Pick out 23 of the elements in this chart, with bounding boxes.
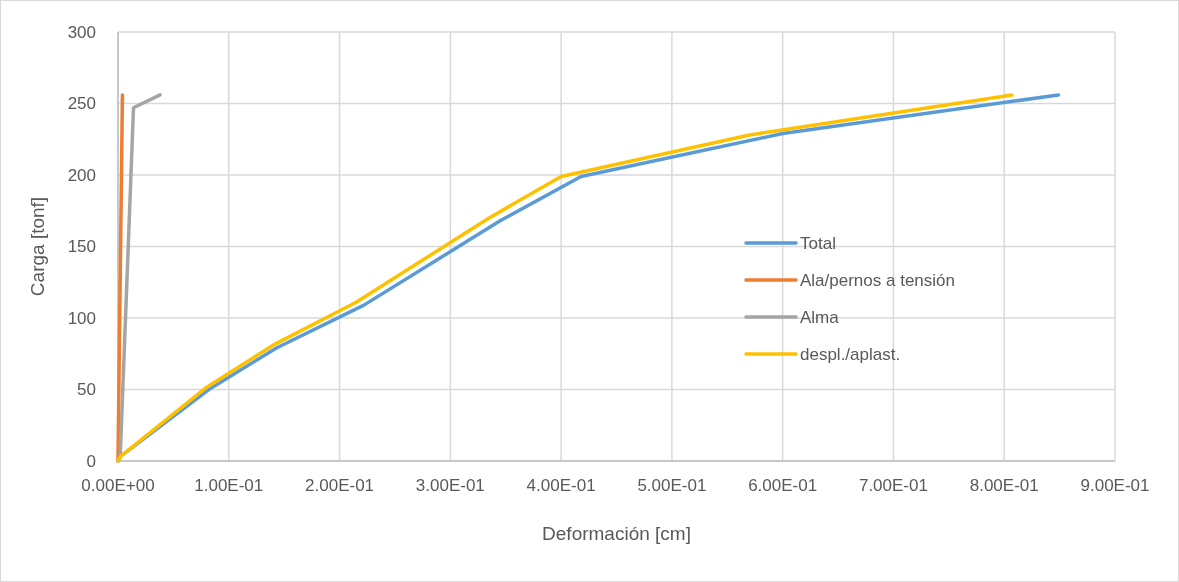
y-tick-label: 0 (86, 451, 96, 471)
y-tick-label: 200 (67, 165, 96, 185)
x-tick-label: 7.00E-01 (858, 476, 928, 495)
legend-label: despl./aplast. (800, 344, 901, 364)
x-tick-label: 9.00E-01 (1080, 476, 1150, 495)
x-tick-label: 2.00E-01 (305, 476, 375, 495)
legend-label: Alma (800, 307, 840, 327)
x-tick-label: 3.00E-01 (415, 476, 485, 495)
y-axis-title: Carga [tonf] (27, 196, 48, 297)
y-tick-label: 300 (67, 22, 96, 42)
y-tick-label: 100 (67, 308, 96, 328)
x-tick-label: 0.00E+00 (81, 476, 155, 495)
x-tick-label: 8.00E-01 (969, 476, 1039, 495)
x-axis-title: Deformación [cm] (542, 523, 691, 544)
x-tick-label: 1.00E-01 (194, 476, 264, 495)
x-tick-label: 5.00E-01 (637, 476, 707, 495)
y-tick-label: 50 (77, 380, 96, 400)
legend-label: Total (800, 233, 836, 253)
y-tick-label: 150 (67, 237, 96, 257)
legend-label: Ala/pernos a tensión (800, 270, 955, 290)
x-tick-label: 6.00E-01 (748, 476, 818, 495)
x-tick-label: 4.00E-01 (526, 476, 596, 495)
y-tick-label: 250 (67, 94, 96, 114)
